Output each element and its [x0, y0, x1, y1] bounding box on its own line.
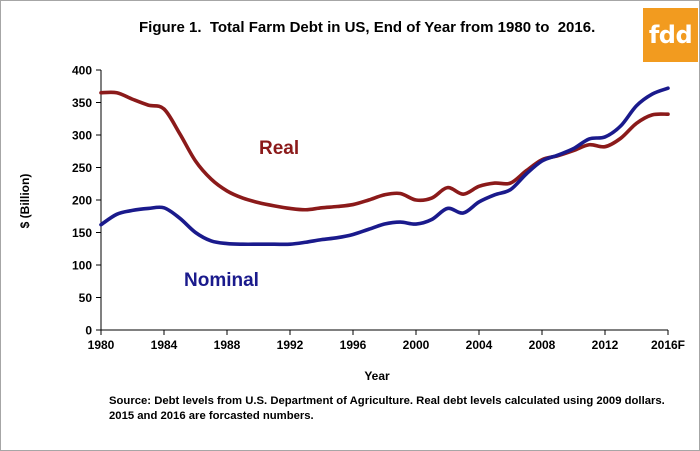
x-tick-label: 1996	[340, 338, 367, 352]
source-note: Source: Debt levels from U.S. Department…	[109, 395, 665, 422]
chart-title: Figure 1. Total Farm Debt in US, End of …	[139, 19, 596, 36]
y-tick-label: 350	[72, 96, 92, 110]
logo-text: fdd	[648, 21, 693, 49]
y-tick-label: 300	[72, 129, 92, 143]
x-ticks: 1980 1984 1988 1992 1996 2000 2004 2008 2012 2016…	[88, 330, 685, 352]
y-tick-label: 200	[72, 194, 92, 208]
x-tick-label: 1988	[214, 338, 241, 352]
annotation-real: Real	[259, 138, 299, 159]
axes	[100, 70, 668, 331]
fdd-logo: fdd	[643, 8, 698, 62]
annotation-nominal: Nominal	[184, 270, 259, 291]
y-tick-label: 50	[79, 291, 93, 305]
series-line-real	[99, 90, 670, 212]
x-tick-label: 2012	[592, 338, 619, 352]
x-tick-label: 2008	[529, 338, 556, 352]
x-tick-label: 2004	[466, 338, 493, 352]
y-tick-label: 100	[72, 259, 92, 273]
y-axis-label: $ (Billion)	[18, 174, 32, 229]
x-tick-label: 2016F	[651, 338, 685, 352]
x-tick-label: 2000	[403, 338, 430, 352]
y-ticks: 0 50 100 150 200 250 300 350 400	[72, 64, 101, 338]
y-tick-label: 400	[72, 64, 92, 78]
series-lines	[99, 86, 670, 247]
x-tick-label: 1992	[277, 338, 304, 352]
y-tick-label: 150	[72, 226, 92, 240]
x-axis-label: Year	[364, 369, 390, 383]
series-line-nominal	[99, 86, 670, 247]
x-tick-label: 1980	[88, 338, 115, 352]
y-tick-label: 0	[85, 324, 92, 338]
x-tick-label: 1984	[151, 338, 178, 352]
y-tick-label: 250	[72, 161, 92, 175]
